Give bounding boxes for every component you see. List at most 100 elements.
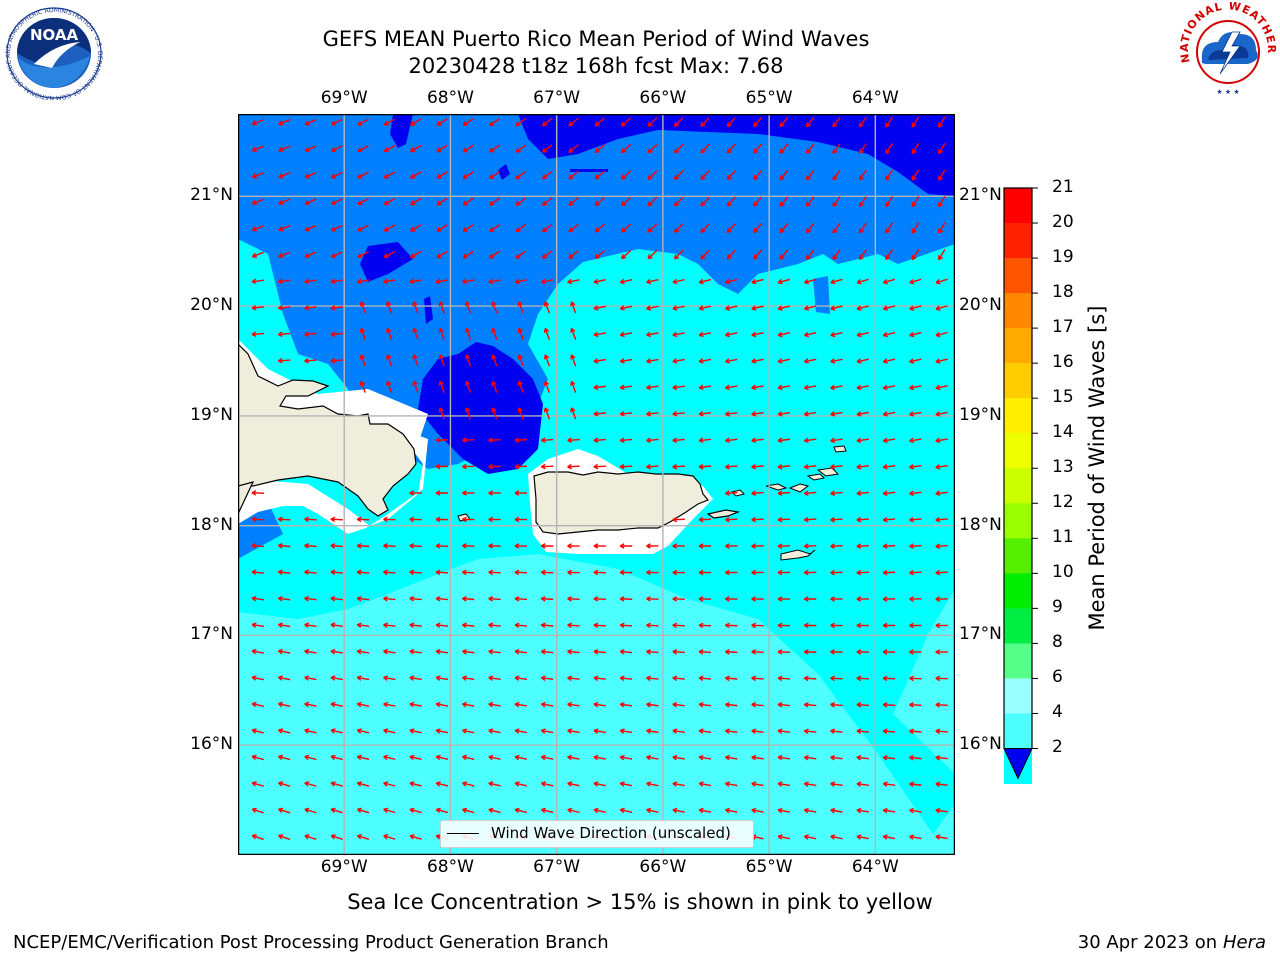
wind-wave-arrow: [882, 543, 896, 549]
wind-wave-arrow: [515, 144, 527, 153]
wind-wave-arrow: [383, 622, 396, 628]
longitude-label: 64°W: [851, 88, 899, 108]
wind-wave-arrow: [251, 119, 264, 126]
wind-wave-arrow: [700, 196, 710, 207]
wind-wave-arrow: [830, 543, 843, 549]
wind-wave-arrow: [356, 701, 370, 708]
colorbar-tick-label: 13: [1052, 457, 1074, 478]
wind-wave-arrow: [909, 728, 922, 735]
wind-wave-arrow: [751, 754, 764, 761]
wind-wave-arrow: [856, 278, 869, 285]
wind-wave-arrow: [935, 781, 948, 787]
wind-wave-arrow: [435, 437, 449, 443]
wind-wave-arrow: [488, 622, 501, 629]
wind-wave-arrow: [330, 648, 343, 655]
wind-wave-arrow: [725, 649, 738, 655]
wind-wave-arrow: [567, 278, 580, 285]
wind-wave-arrow: [568, 250, 579, 259]
wind-wave-arrow: [753, 143, 763, 154]
latitude-label: 18°N: [190, 514, 233, 535]
wind-wave-arrow: [803, 331, 817, 338]
vieques-land: [706, 509, 741, 519]
wind-wave-arrow: [383, 648, 396, 655]
wind-wave-arrow: [540, 437, 554, 443]
wind-wave-arrow: [779, 222, 789, 234]
wind-wave-arrow: [462, 490, 475, 496]
wind-wave-arrow: [725, 543, 738, 549]
wind-wave-arrow: [488, 569, 501, 576]
wind-wave-arrow: [830, 622, 843, 629]
wind-wave-arrow: [646, 331, 659, 338]
wind-wave-arrow: [515, 250, 527, 259]
wind-wave-arrow: [673, 117, 684, 127]
wind-wave-arrow: [357, 251, 369, 259]
longitude-label: 65°W: [745, 88, 793, 108]
wind-wave-arrow: [409, 834, 422, 840]
wind-wave-arrow: [570, 380, 577, 393]
wind-wave-arrow: [830, 305, 843, 311]
wind-wave-arrow: [619, 701, 633, 708]
wind-wave-arrow: [570, 407, 577, 420]
wind-wave-arrow: [911, 222, 920, 234]
latitude-label: 19°N: [959, 404, 1002, 425]
band-below-2: [498, 164, 510, 180]
wind-wave-arrow: [935, 437, 948, 444]
wind-wave-arrow: [935, 543, 948, 549]
wind-wave-arrow: [409, 596, 422, 602]
wind-wave-arrow: [777, 622, 791, 629]
wind-wave-arrow: [832, 143, 841, 154]
wind-wave-arrow: [753, 249, 763, 260]
wind-wave-arrow: [882, 278, 896, 285]
wind-wave-arrow: [753, 117, 763, 128]
wind-wave-arrow: [304, 728, 317, 734]
wind-wave-arrow: [383, 834, 396, 840]
puerto-rico-land: [533, 471, 709, 535]
wind-wave-arrow: [698, 305, 712, 311]
colorbar-tick-label: 9: [1052, 597, 1063, 618]
wind-wave-arrow: [251, 595, 265, 602]
colorbar-swatch: [1004, 258, 1032, 294]
wind-wave-arrow: [304, 834, 317, 841]
wind-wave-arrow: [383, 278, 396, 285]
wind-wave-arrow: [594, 250, 605, 260]
wind-wave-arrow: [462, 437, 475, 443]
wind-wave-arrow: [619, 596, 633, 602]
wind-wave-arrow: [856, 516, 869, 523]
wind-wave-arrow: [619, 622, 633, 629]
wind-wave-arrow: [514, 569, 528, 576]
wind-wave-arrow: [726, 117, 736, 128]
wind-wave-arrow: [359, 354, 366, 367]
wind-wave-arrow: [672, 754, 685, 761]
wind-wave-arrow: [278, 834, 291, 841]
wind-wave-arrow: [646, 675, 659, 682]
wind-wave-arrow: [304, 118, 317, 126]
wind-wave-arrow: [805, 196, 815, 207]
wind-wave-arrow: [725, 358, 738, 364]
wind-wave-arrow: [383, 781, 396, 787]
nws-logo: NATIONAL WEATHER SERVICE ★ ★ ★: [1178, 2, 1277, 98]
latitude-label: 17°N: [959, 624, 1002, 645]
wind-wave-arrow: [356, 728, 370, 734]
wind-wave-arrow: [356, 807, 370, 814]
wind-wave-arrow: [805, 143, 815, 154]
wind-wave-arrow: [514, 781, 528, 787]
wind-wave-arrow: [646, 411, 659, 417]
map-legend: Wind Wave Direction (unscaled): [440, 820, 754, 848]
wind-wave-arrow: [909, 754, 922, 761]
wind-wave-arrow: [882, 464, 896, 470]
wind-wave-arrow: [277, 278, 291, 285]
wind-wave-arrow: [751, 781, 764, 787]
wind-wave-arrow: [698, 463, 712, 470]
longitude-label: 69°W: [320, 88, 368, 108]
wind-wave-arrow: [804, 305, 817, 311]
wind-wave-arrow: [435, 543, 449, 549]
colorbar-swatch: [1004, 643, 1032, 679]
wind-wave-arrow: [251, 622, 265, 628]
wind-wave-arrow: [489, 171, 501, 180]
wind-wave-arrow: [383, 118, 396, 126]
wind-wave-arrow: [830, 278, 843, 285]
wind-wave-arrow: [830, 384, 843, 391]
wind-wave-arrow: [885, 249, 894, 261]
wind-wave-arrow: [753, 196, 763, 207]
wind-wave-arrow: [330, 198, 343, 206]
